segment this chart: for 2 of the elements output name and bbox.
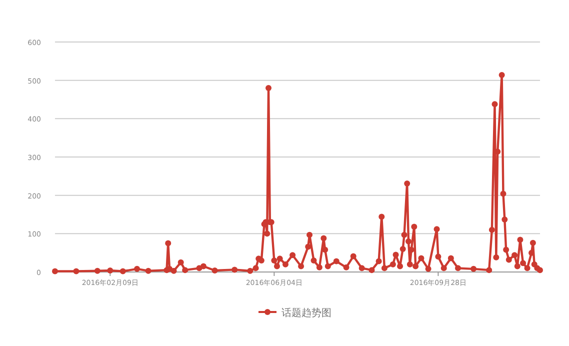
legend-label: 话题趋势图	[282, 307, 332, 319]
legend: 话题趋势图	[258, 308, 332, 319]
